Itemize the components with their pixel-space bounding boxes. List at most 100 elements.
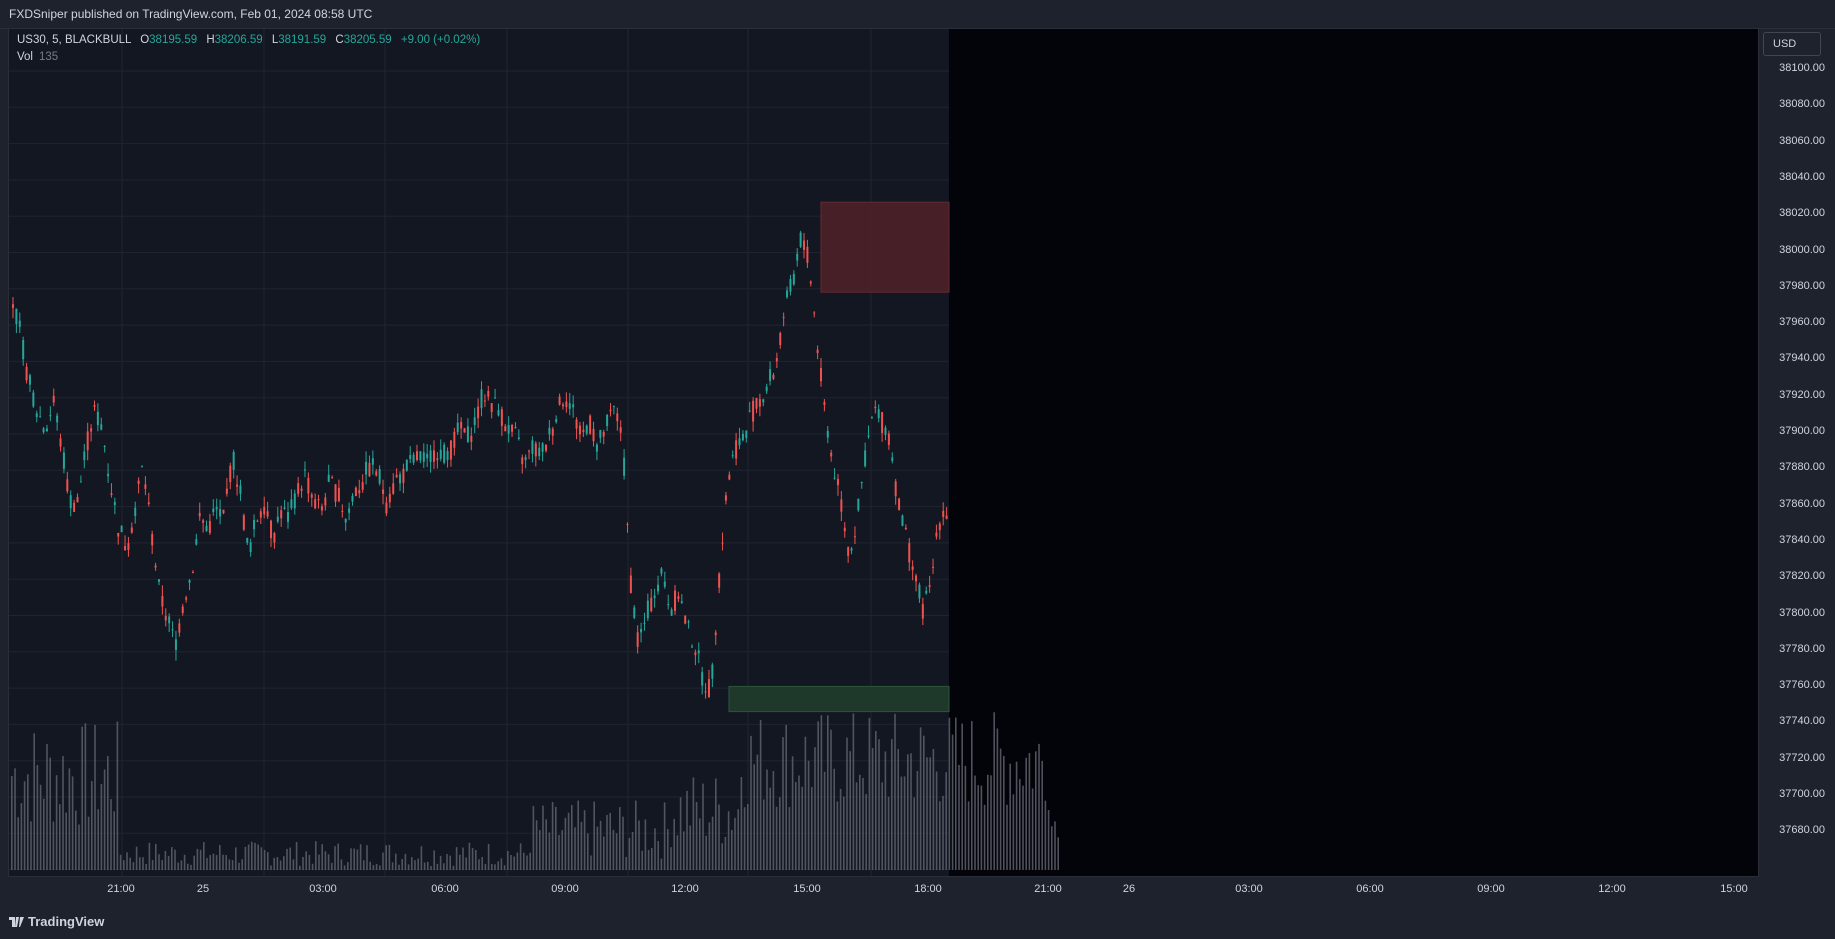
- candle-body: [735, 440, 738, 459]
- volume-bar: [727, 811, 730, 870]
- candle-body: [504, 426, 507, 432]
- candle-body: [551, 428, 554, 436]
- candle-body: [870, 417, 873, 419]
- candlestick-chart[interactable]: [9, 29, 1759, 877]
- volume-bar: [590, 855, 592, 870]
- volume-bar: [580, 821, 583, 870]
- volume-bar: [628, 837, 631, 870]
- candle-body: [205, 525, 208, 532]
- candle-body: [755, 397, 758, 409]
- candle-body: [748, 410, 751, 412]
- candle-body: [942, 510, 945, 517]
- candle-body: [385, 502, 388, 514]
- candle-body: [524, 457, 527, 461]
- tradingview-brand[interactable]: TradingView: [28, 914, 105, 929]
- symbol-info[interactable]: US30, 5, BLACKBULL: [17, 34, 131, 46]
- candle-body: [792, 273, 795, 285]
- time-axis[interactable]: 21:00 25 03:00 06:00 09:00 12:00 15:00 18:00 21:…: [8, 877, 1759, 903]
- candle-body: [806, 246, 809, 263]
- candle-body: [327, 474, 330, 482]
- volume-label[interactable]: Vol: [17, 51, 33, 63]
- candle-body: [704, 691, 707, 693]
- candle-body: [137, 480, 140, 484]
- volume-bar: [100, 783, 103, 870]
- candle-body: [687, 621, 690, 623]
- volume-bar: [1006, 804, 1008, 870]
- volume-bar: [363, 860, 365, 870]
- volume-bar: [260, 847, 263, 870]
- volume-bar: [971, 721, 973, 870]
- volume-bar: [372, 865, 375, 870]
- volume-bar: [891, 739, 893, 870]
- volume-bar: [689, 825, 691, 870]
- chart-pane[interactable]: [8, 28, 1759, 877]
- price-axis[interactable]: 38100.00 38080.00 38060.00 38040.00 38020.00…: [1760, 60, 1835, 876]
- candle-body: [511, 424, 514, 432]
- volume-bar: [715, 778, 717, 870]
- candle-body: [847, 547, 850, 556]
- volume-bar: [231, 860, 234, 870]
- volume-bar: [641, 850, 643, 870]
- volume-bar: [919, 727, 922, 870]
- volume-bar: [446, 854, 448, 870]
- time-tick-label: 15:00: [793, 883, 821, 895]
- volume-bar: [190, 864, 192, 870]
- candle-body: [752, 400, 755, 422]
- candle-body: [212, 508, 215, 513]
- volume-bar: [663, 802, 666, 870]
- volume-bar: [430, 865, 432, 870]
- volume-bar: [500, 858, 503, 870]
- time-tick-label: 09:00: [551, 883, 579, 895]
- volume-bar: [695, 802, 698, 870]
- candle-body: [358, 490, 361, 494]
- candle-body: [915, 575, 918, 582]
- candle-body: [803, 240, 806, 250]
- volume-bar: [631, 831, 634, 870]
- volume-bar: [734, 817, 736, 870]
- volume-bar: [103, 769, 106, 870]
- volume-bar: [375, 863, 378, 870]
- volume-bar: [785, 724, 787, 870]
- volume-bar: [843, 796, 845, 870]
- candle-body: [337, 487, 340, 502]
- volume-bar: [743, 807, 746, 870]
- volume-bar: [539, 830, 541, 870]
- volume-bar: [369, 861, 371, 870]
- candle-body: [582, 429, 585, 432]
- candle-body: [538, 447, 541, 457]
- candle-body: [365, 461, 368, 475]
- candle-body: [198, 512, 201, 517]
- volume-bar: [910, 753, 912, 870]
- volume-bar: [65, 812, 67, 870]
- candle-body: [874, 406, 877, 409]
- price-tick-label: 37900.00: [1779, 425, 1825, 437]
- volume-bar: [126, 852, 128, 870]
- candle-body: [640, 628, 643, 633]
- volume-bar: [318, 854, 320, 870]
- volume-bar: [1003, 755, 1005, 870]
- volume-bar: [551, 801, 554, 870]
- volume-bar: [388, 844, 391, 870]
- candle-body: [887, 433, 890, 445]
- currency-button[interactable]: USD: [1763, 32, 1821, 56]
- candle-body: [276, 516, 279, 522]
- candle-body: [724, 495, 727, 501]
- volume-bar: [171, 847, 173, 870]
- volume-bar: [839, 788, 842, 870]
- candle-body: [595, 444, 598, 452]
- candle-body: [650, 597, 653, 612]
- candle-body: [711, 664, 714, 679]
- candle-body: [473, 417, 476, 425]
- volume-bar: [417, 858, 419, 870]
- candle-body: [619, 427, 622, 433]
- candle-body: [494, 397, 497, 399]
- volume-bar: [503, 865, 506, 870]
- candle-body: [202, 520, 205, 523]
- volume-bar: [612, 829, 615, 870]
- candle-body: [643, 622, 646, 624]
- volume-bar: [1025, 757, 1027, 870]
- volume-bar: [59, 804, 61, 870]
- candle-body: [568, 403, 571, 409]
- volume-bar: [257, 844, 259, 870]
- candle-body: [168, 616, 171, 624]
